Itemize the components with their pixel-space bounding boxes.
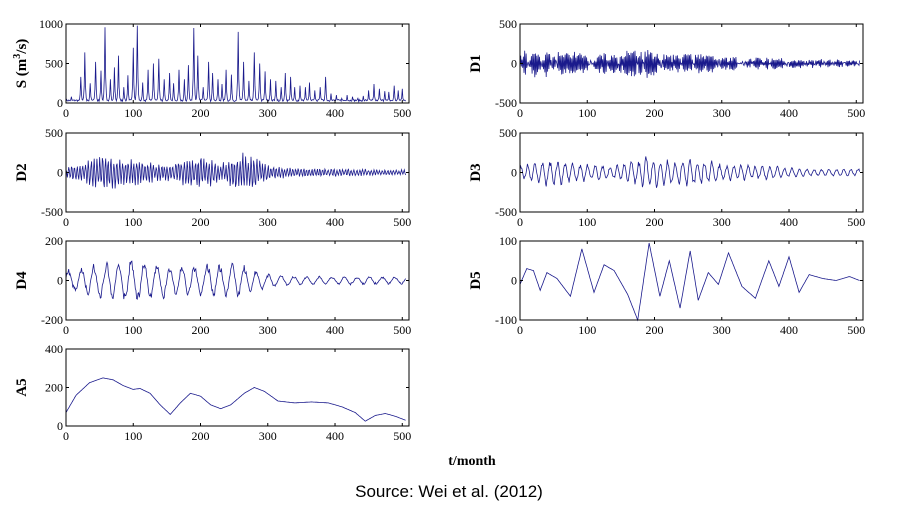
plot-frame-D4: [65, 240, 410, 321]
x-tick-label: 500: [847, 215, 865, 229]
x-tick-label: 100: [124, 429, 142, 443]
x-tick-label: 0: [63, 323, 69, 337]
x-tick-label: 300: [259, 106, 277, 120]
x-tick-label: 100: [124, 323, 142, 337]
x-tick-label: 400: [326, 323, 344, 337]
x-tick-label: 100: [578, 106, 596, 120]
x-tick-label: 0: [517, 323, 523, 337]
x-axis-label: t/month: [448, 454, 496, 469]
plot-frame-D5: [519, 240, 864, 321]
x-tick-label: 400: [326, 429, 344, 443]
y-tick-label: -500: [495, 205, 517, 219]
y-tick-label: 200: [45, 381, 63, 395]
x-tick-label: 400: [326, 106, 344, 120]
panel-S: 0 100 200 300 400 500 0 500 1000 S (m3/s): [12, 17, 411, 120]
x-tick-label: 300: [713, 323, 731, 337]
x-tick-label: 100: [124, 106, 142, 120]
y-tick-label: 400: [45, 342, 63, 356]
x-tick-label: 500: [393, 323, 411, 337]
y-axis-label-A5: A5: [14, 378, 30, 396]
x-tick-label: 400: [780, 106, 798, 120]
x-tick-label: 0: [63, 215, 69, 229]
y-tick-label: 0: [511, 274, 517, 288]
x-tick-label: 300: [259, 215, 277, 229]
source-caption: Source: Wei et al. (2012): [355, 482, 543, 501]
x-tick-label: 200: [192, 323, 210, 337]
series-line-D5: [519, 242, 860, 322]
x-tick-label: 0: [63, 106, 69, 120]
x-tick-label: 200: [192, 215, 210, 229]
x-tick-label: 0: [517, 106, 523, 120]
series-line-S: [65, 25, 406, 103]
y-tick-label: -200: [41, 313, 63, 327]
series-line-D3: [519, 156, 860, 188]
x-tick-label: 100: [578, 215, 596, 229]
y-tick-label: 1000: [39, 17, 63, 31]
y-tick-label: -500: [495, 96, 517, 110]
y-axis-label-sup: 3: [12, 54, 23, 59]
x-tick-label: 400: [780, 323, 798, 337]
x-tick-label: 100: [578, 323, 596, 337]
x-tick-label: 500: [393, 215, 411, 229]
y-tick-label: 0: [57, 166, 63, 180]
y-axis-label-D2: D2: [14, 163, 30, 181]
x-tick-label: 200: [192, 106, 210, 120]
y-axis-label-S: S (m3/s): [12, 39, 30, 89]
x-tick-label: 200: [646, 215, 664, 229]
y-tick-label: 200: [45, 234, 63, 248]
x-tick-label: 0: [63, 429, 69, 443]
series-line-A5: [65, 377, 406, 422]
y-tick-label: 500: [499, 126, 517, 140]
y-tick-label: 0: [511, 57, 517, 71]
y-tick-label: 0: [57, 419, 63, 433]
x-tick-label: 200: [646, 323, 664, 337]
x-tick-label: 500: [847, 106, 865, 120]
y-axis-label-D4: D4: [14, 271, 30, 290]
y-tick-label: 0: [511, 166, 517, 180]
y-tick-label: 100: [499, 234, 517, 248]
y-axis-label-tail: /s): [14, 39, 30, 55]
y-tick-label: 0: [57, 96, 63, 110]
y-axis-label-D5: D5: [468, 271, 484, 289]
x-tick-label: 300: [259, 323, 277, 337]
y-axis-label-main: S (m: [14, 58, 30, 88]
y-axis-label-D3: D3: [468, 163, 484, 181]
x-tick-label: 0: [517, 215, 523, 229]
panel-A5: 0 100 200 300 400 500 0 200 400 A5: [14, 342, 411, 443]
x-tick-label: 500: [393, 429, 411, 443]
x-tick-label: 200: [646, 106, 664, 120]
y-tick-label: 500: [499, 17, 517, 31]
y-tick-label: 0: [57, 274, 63, 288]
x-tick-label: 300: [713, 106, 731, 120]
y-tick-label: 500: [45, 57, 63, 71]
x-tick-label: 300: [259, 429, 277, 443]
series-line-D4: [65, 260, 406, 300]
x-tick-label: 100: [124, 215, 142, 229]
x-tick-label: 500: [393, 106, 411, 120]
series-line-D2: [65, 152, 406, 189]
x-tick-label: 200: [192, 429, 210, 443]
x-tick-label: 300: [713, 215, 731, 229]
x-tick-label: 500: [847, 323, 865, 337]
x-tick-label: 400: [780, 215, 798, 229]
x-tick-label: 400: [326, 215, 344, 229]
series-line-D1: [519, 49, 860, 78]
y-tick-label: -100: [495, 313, 517, 327]
y-axis-label-D1: D1: [468, 54, 484, 72]
y-tick-label: -500: [41, 205, 63, 219]
y-tick-label: 500: [45, 126, 63, 140]
